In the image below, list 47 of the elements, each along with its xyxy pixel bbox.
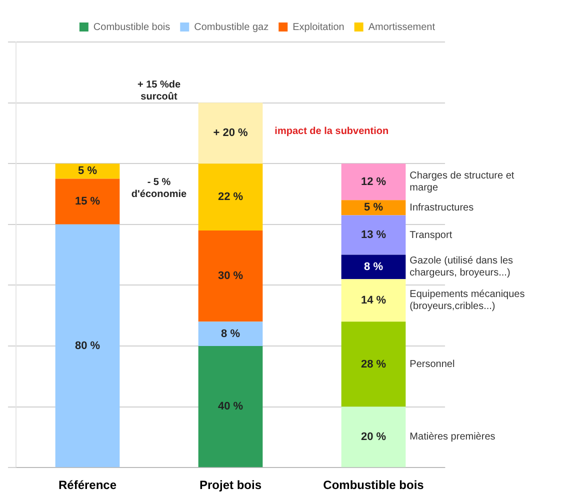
bar	[341, 200, 406, 216]
data-label: 20 %	[360, 430, 386, 443]
series-label: Transport	[410, 230, 452, 241]
data-label: 8 %	[364, 260, 384, 273]
bar	[198, 102, 263, 164]
data-label: 15 %	[74, 196, 100, 208]
data-label: 22 %	[218, 191, 244, 204]
x-tick-label: Projet bois	[199, 478, 262, 492]
legend-label: Amortissement	[368, 22, 436, 33]
data-label: + 20 %	[213, 127, 248, 140]
bar	[341, 322, 406, 407]
data-label: 12 %	[360, 176, 386, 188]
series-label: Equipements mécaniques (broyeurs,cribles...)	[410, 289, 525, 312]
annotation: - 5 % d'économie	[131, 177, 188, 200]
bar	[55, 164, 120, 179]
series-label: Infrastructures	[410, 202, 474, 214]
legend-label: Combustible bois	[93, 22, 170, 33]
data-label: 40 %	[218, 400, 244, 413]
bar	[341, 406, 406, 468]
bar	[55, 178, 120, 224]
legend-label: Combustible gaz	[194, 22, 269, 33]
bar	[198, 164, 263, 230]
series-label: Gazole (utilisé dans les chargeurs, broyeurs...)	[410, 256, 514, 279]
bar	[341, 164, 406, 200]
bar	[341, 254, 406, 280]
annotation: impact de la subvention	[274, 126, 389, 138]
series-label: Charges de structure et marge	[410, 170, 514, 194]
x-tick-label: Référence	[58, 478, 117, 492]
data-label: 30 %	[218, 270, 244, 282]
bar	[341, 215, 406, 255]
bar	[198, 322, 263, 346]
series-label: Personnel	[410, 358, 455, 370]
series-label: Matières premières	[410, 432, 496, 443]
data-label: 8 %	[221, 328, 240, 340]
annotation: + 15 %de surcoût	[137, 79, 181, 102]
bar	[198, 346, 263, 468]
data-label: 13 %	[360, 229, 386, 242]
bar	[341, 279, 406, 322]
bar	[55, 224, 120, 468]
x-tick-label: Combustible bois	[323, 478, 424, 492]
legend-label: Exploitation	[292, 22, 344, 33]
data-label: 28 %	[360, 358, 386, 370]
data-label: 80 %	[74, 340, 100, 352]
data-label: 14 %	[360, 294, 386, 306]
bar	[198, 230, 263, 322]
data-label: 5 %	[78, 165, 98, 178]
data-label: 5 %	[364, 202, 384, 214]
